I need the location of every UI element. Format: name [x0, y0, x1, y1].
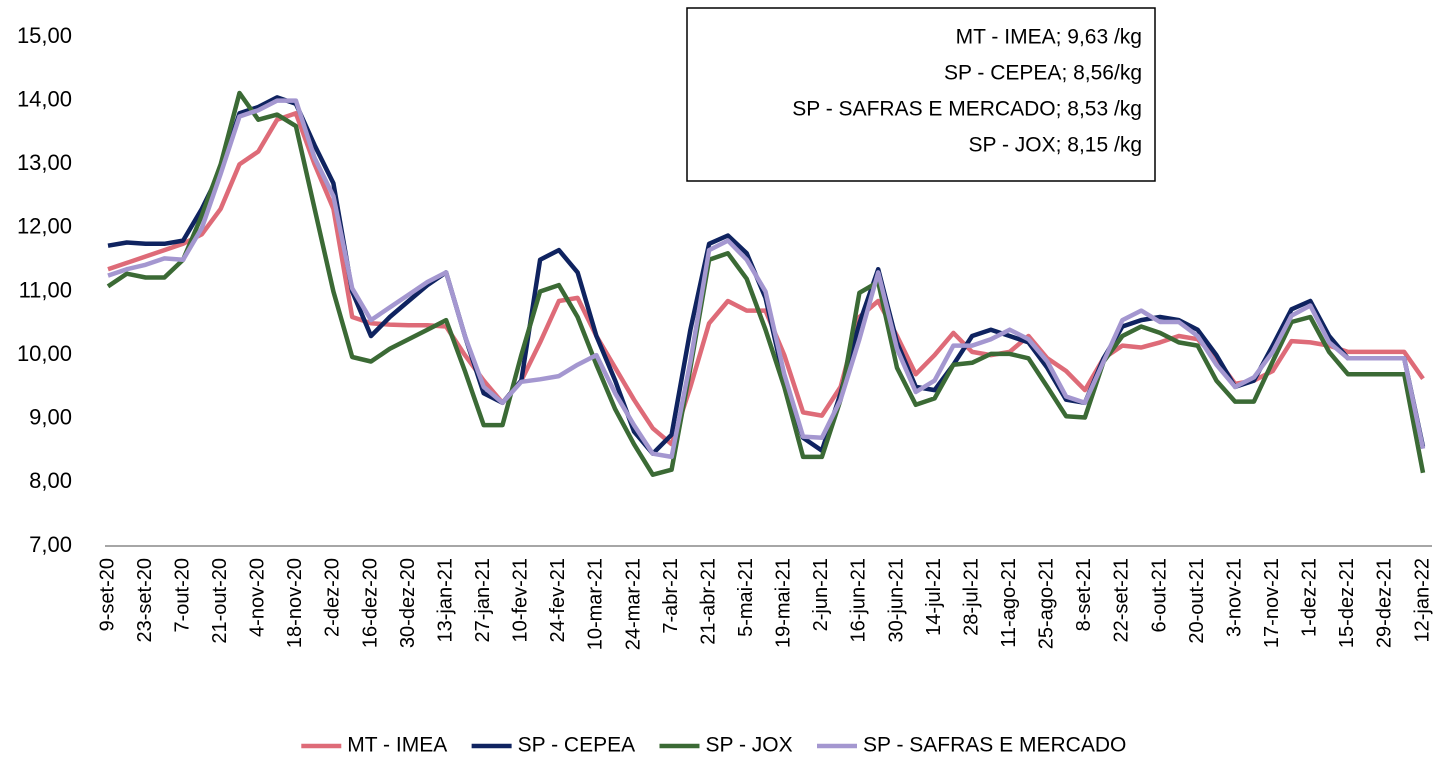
x-tick-label: 21-out-20: [209, 558, 231, 644]
x-tick-label: 10-mar-21: [585, 558, 607, 650]
x-tick-label: 4-nov-20: [247, 558, 269, 637]
legend-label: MT - IMEA: [347, 734, 447, 757]
annotation: SP - JOX; 8,15 /kg: [968, 134, 1142, 157]
series-line: [106, 90, 1426, 477]
series-line: [107, 98, 1426, 460]
annotation: MT - IMEA; 9,63 /kg: [956, 26, 1142, 49]
x-tick-label: 8-set-21: [1073, 558, 1095, 631]
y-tick-label: 12,00: [17, 214, 72, 239]
x-tick-label: 19-mai-21: [773, 558, 795, 648]
annotation: SP - CEPEA; 8,56/kg: [944, 62, 1142, 85]
x-tick-label: 11-ago-21: [998, 558, 1020, 648]
x-tick-label: 16-jun-21: [848, 558, 870, 643]
x-tick-label: 3-nov-21: [1223, 558, 1245, 637]
x-tick-label: 10-fev-21: [510, 558, 532, 643]
x-tick-label: 27-jan-21: [472, 558, 494, 643]
x-tick-label: 20-out-21: [1186, 558, 1208, 644]
x-tick-label: 30-jun-21: [885, 558, 907, 643]
y-tick-label: 15,00: [17, 23, 72, 48]
x-tick-label: 21-abr-21: [697, 558, 719, 645]
x-tick-label: 17-nov-21: [1261, 558, 1283, 648]
x-tick-label: 7-out-20: [171, 558, 193, 633]
x-tick-label: 9-set-20: [96, 558, 118, 631]
x-tick-label: 16-dez-20: [359, 558, 381, 648]
x-tick-label: 6-out-21: [1148, 558, 1170, 633]
legend-label: SP - SAFRAS E MERCADO: [863, 734, 1126, 757]
x-tick-label: 28-jul-21: [960, 558, 982, 636]
y-tick-label: 11,00: [19, 277, 72, 302]
y-tick-label: 8,00: [29, 468, 72, 493]
x-tick-label: 24-mar-21: [622, 558, 644, 650]
x-tick-label: 18-nov-20: [284, 558, 306, 648]
y-tick-label: 9,00: [29, 405, 72, 430]
x-tick-label: 1-dez-21: [1299, 558, 1321, 637]
x-tick-label: 5-mai-21: [735, 558, 757, 637]
x-tick-label: 14-jul-21: [923, 558, 945, 636]
legend-label: SP - JOX: [705, 734, 792, 757]
x-tick-label: 30-dez-20: [397, 558, 419, 648]
y-tick-label: 14,00: [17, 86, 72, 111]
x-tick-label: 23-set-20: [134, 558, 156, 643]
y-tick-label: 13,00: [17, 150, 72, 175]
x-tick-label: 12-jan-22: [1411, 558, 1433, 643]
x-tick-label: 15-dez-21: [1336, 558, 1358, 648]
legend-label: SP - CEPEA: [518, 734, 636, 757]
annotation: SP - SAFRAS E MERCADO; 8,53 /kg: [792, 98, 1142, 121]
x-tick-label: 22-set-21: [1111, 558, 1133, 643]
x-tick-label: 2-jun-21: [810, 558, 832, 631]
x-tick-label: 7-abr-21: [660, 558, 682, 634]
x-tick-label: 13-jan-21: [434, 558, 456, 643]
annotation-box: [686, 7, 1156, 182]
y-tick-label: 10,00: [17, 341, 72, 366]
x-tick-label: 2-dez-20: [322, 558, 344, 637]
x-tick-label: 29-dez-21: [1374, 558, 1396, 648]
y-tick-label: 7,00: [29, 532, 72, 557]
x-tick-label: 24-fev-21: [547, 558, 569, 643]
x-tick-label: 25-ago-21: [1036, 558, 1058, 649]
